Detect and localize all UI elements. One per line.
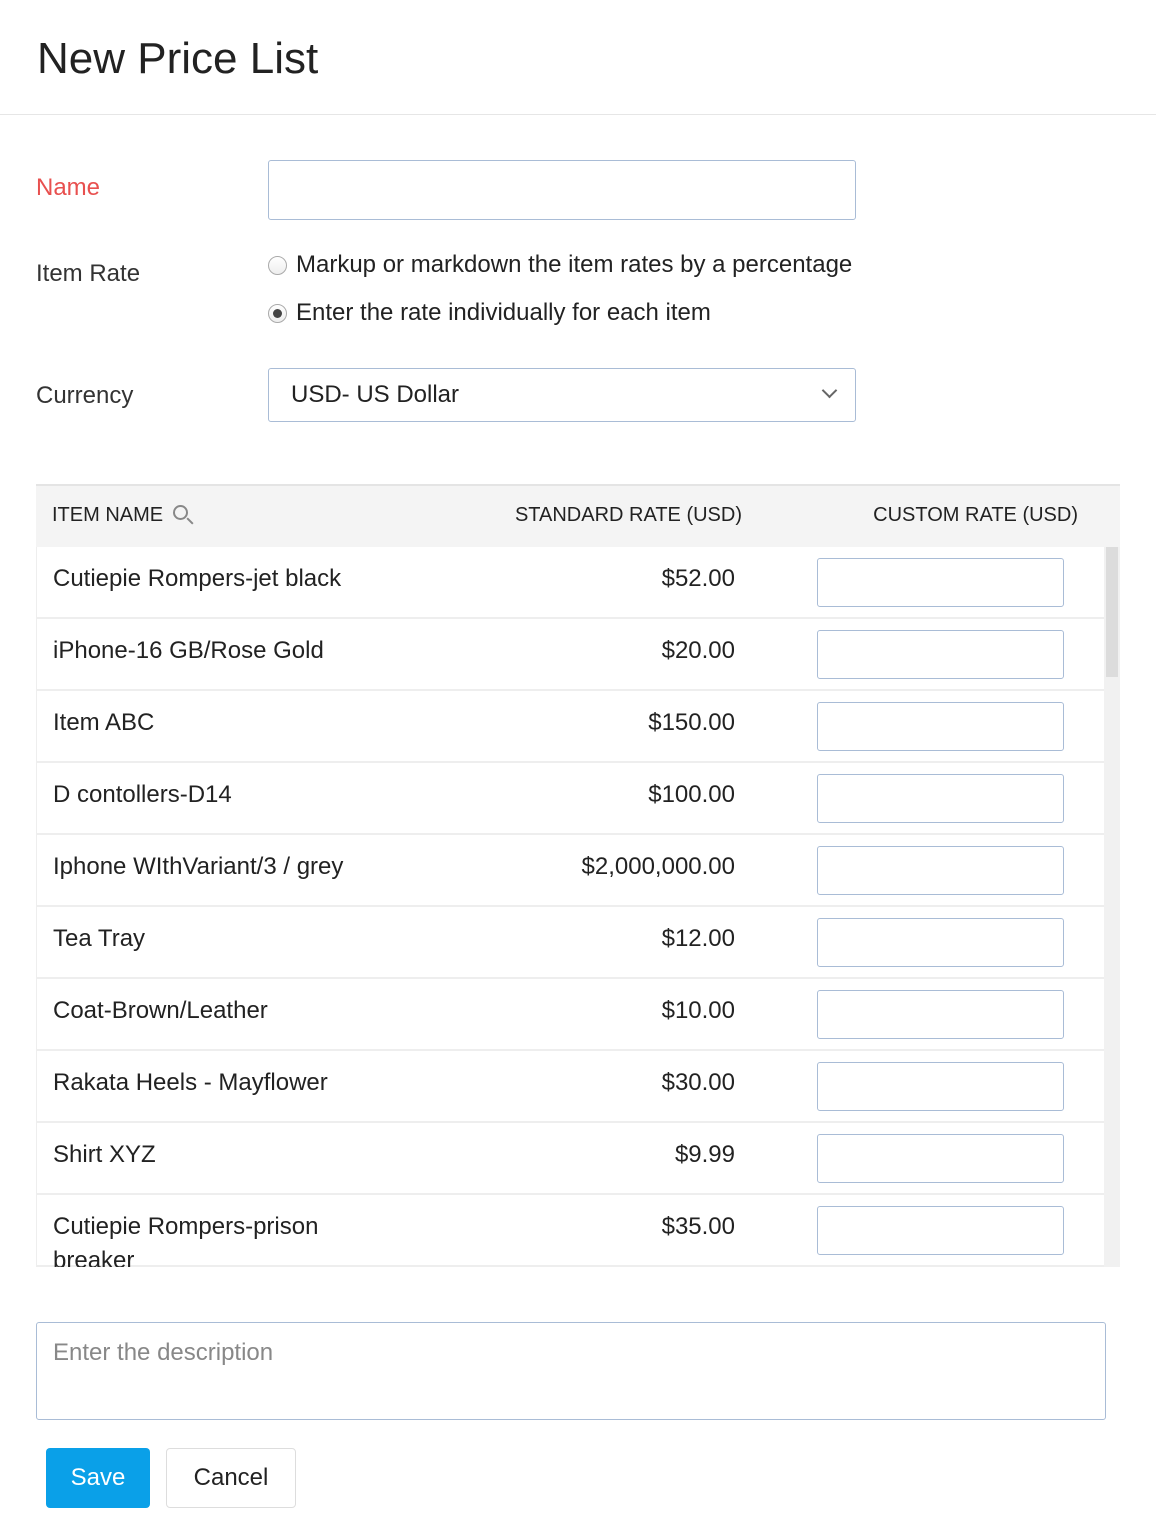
standard-rate: $9.99 — [674, 1141, 735, 1168]
item-name: Cutiepie Rompers-jet black — [53, 565, 342, 592]
item-name: Item ABC — [53, 709, 155, 736]
description-placeholder: Enter the description — [53, 1339, 274, 1366]
table-row: Shirt XYZ $9.99 — [37, 1123, 1105, 1195]
cancel-button[interactable]: Cancel — [166, 1448, 296, 1508]
standard-rate: $150.00 — [648, 709, 735, 736]
table-row: Cutiepie Rompers-prison breaker $35.00 — [37, 1195, 1105, 1267]
item-name: Iphone WIthVariant/3 / grey — [53, 853, 344, 880]
table-row: Cutiepie Rompers-jet black $52.00 — [37, 547, 1105, 619]
currency-value: USD- US Dollar — [291, 381, 460, 408]
custom-rate-input[interactable] — [817, 990, 1064, 1039]
table-row: D contollers-D14 $100.00 — [37, 763, 1105, 835]
standard-rate: $30.00 — [661, 1069, 735, 1096]
table-row: Item ABC $150.00 — [37, 691, 1105, 763]
item-rate-label: Item Rate — [36, 260, 141, 287]
custom-rate-input[interactable] — [817, 846, 1064, 895]
custom-rate-input[interactable] — [817, 630, 1064, 679]
standard-rate: $10.00 — [661, 997, 735, 1024]
header-divider — [0, 114, 1156, 115]
items-table: ITEM NAME STANDARD RATE (USD) CUSTOM RAT… — [36, 484, 1120, 1267]
column-item-name-label: ITEM NAME — [52, 504, 164, 526]
custom-rate-input[interactable] — [817, 1134, 1064, 1183]
item-name: Coat-Brown/Leather — [53, 997, 268, 1024]
radio-markup-percentage[interactable]: Markup or markdown the item rates by a p… — [268, 251, 852, 279]
page-title: New Price List — [37, 34, 319, 83]
table-body: Cutiepie Rompers-jet black $52.00 iPhone-1… — [36, 547, 1120, 1267]
table-row: Tea Tray $12.00 — [37, 907, 1105, 979]
table-row: iPhone-16 GB/Rose Gold $20.00 — [37, 619, 1105, 691]
table-row: Iphone WIthVariant/3 / grey $2,000,000.00 — [37, 835, 1105, 907]
search-icon[interactable] — [173, 505, 189, 520]
custom-rate-input[interactable] — [817, 558, 1064, 607]
currency-select[interactable]: USD- US Dollar — [268, 368, 856, 422]
chevron-down-icon — [821, 382, 838, 399]
description-textarea[interactable]: Enter the description — [36, 1322, 1106, 1420]
radio-button-selected[interactable] — [268, 303, 287, 323]
table-row: Coat-Brown/Leather $10.00 — [37, 979, 1105, 1051]
currency-label: Currency — [36, 382, 134, 409]
custom-rate-input[interactable] — [817, 1062, 1064, 1111]
standard-rate: $52.00 — [661, 565, 735, 592]
standard-rate: $2,000,000.00 — [581, 853, 735, 880]
standard-rate: $12.00 — [661, 925, 735, 952]
name-input[interactable] — [268, 160, 856, 220]
radio-individual-rate[interactable]: Enter the rate individually for each ite… — [268, 299, 711, 327]
item-name: Shirt XYZ — [53, 1141, 156, 1168]
item-name: iPhone-16 GB/Rose Gold — [53, 637, 324, 664]
column-item-name: ITEM NAME — [52, 504, 189, 527]
custom-rate-input[interactable] — [817, 774, 1064, 823]
name-label: Name — [36, 174, 101, 201]
item-name: Tea Tray — [53, 925, 146, 952]
standard-rate: $100.00 — [648, 781, 735, 808]
scrollbar-thumb[interactable] — [1106, 547, 1118, 677]
custom-rate-input[interactable] — [817, 702, 1064, 751]
scrollbar[interactable] — [1104, 547, 1120, 1267]
item-name: D contollers-D14 — [53, 781, 232, 808]
custom-rate-input[interactable] — [817, 918, 1064, 967]
standard-rate: $20.00 — [661, 637, 735, 664]
table-row: Rakata Heels - Mayflower $30.00 — [37, 1051, 1105, 1123]
radio-label: Enter the rate individually for each ite… — [296, 299, 711, 326]
item-name: Rakata Heels - Mayflower — [53, 1069, 328, 1096]
radio-button[interactable] — [268, 255, 287, 275]
standard-rate: $35.00 — [661, 1213, 735, 1240]
radio-label: Markup or markdown the item rates by a p… — [296, 251, 853, 278]
item-name: Cutiepie Rompers-prison breaker — [53, 1213, 319, 1267]
save-button[interactable]: Save — [46, 1448, 150, 1508]
column-custom-rate: CUSTOM RATE (USD) — [873, 504, 1078, 526]
column-standard-rate: STANDARD RATE (USD) — [514, 504, 742, 526]
table-header: ITEM NAME STANDARD RATE (USD) CUSTOM RAT… — [36, 486, 1120, 547]
custom-rate-input[interactable] — [817, 1206, 1064, 1255]
